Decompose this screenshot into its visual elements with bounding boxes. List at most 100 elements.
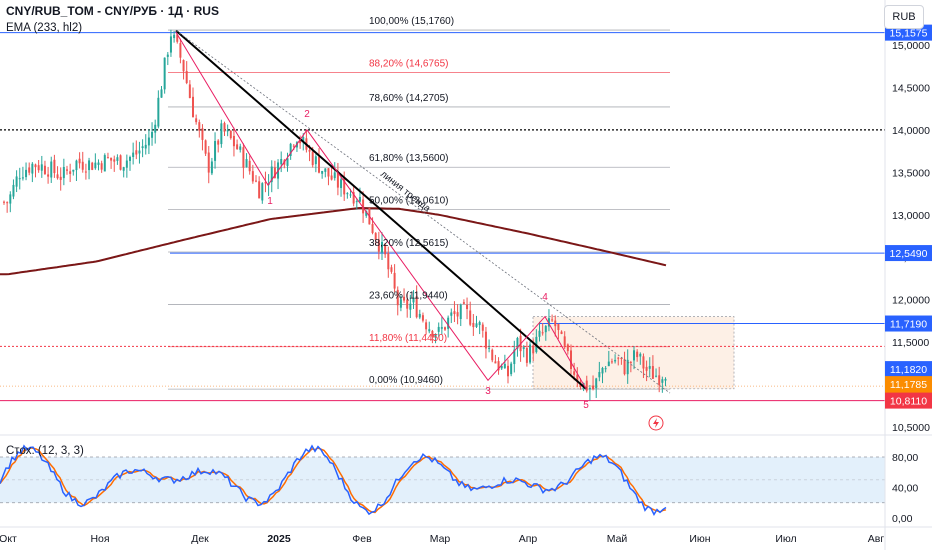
candle-body [318,156,320,173]
candle-body [245,159,248,168]
currency-button[interactable]: RUB [884,5,924,29]
candle-body [510,363,513,375]
candle-body [491,349,494,361]
ema-indicator-label[interactable]: EMA (233, hl2) [6,22,83,34]
fib-level-label: 78,60% (14,2705) [369,93,449,104]
candle-body [53,159,56,174]
candle-body [78,158,81,164]
fib-level-label: 0,00% (10,9460) [369,375,443,386]
candle-body [160,89,163,98]
candle-body [462,302,465,304]
price-tag-bg [885,361,932,378]
candle-body [573,371,576,375]
candle-body [223,123,226,132]
candle-body [570,350,572,370]
candle-body [450,312,453,316]
candle-body [488,347,491,349]
fib-level-label: 50,00% (13,0610) [369,196,449,207]
stochastic-indicator-label[interactable]: Стох. (12, 3, 3) [6,445,84,457]
candle-body [327,168,330,177]
candle-body [116,157,119,161]
candle-body [425,322,428,330]
candle-body [195,118,198,123]
candle-body [399,299,402,308]
candle-body [37,165,40,171]
candle-body [346,193,349,195]
price-tick-label: 15,0000 [892,40,930,52]
candle-body [229,130,232,139]
candle-body [355,201,358,203]
candle-body [387,252,390,270]
candle-body [103,155,106,172]
candle-body [289,143,292,156]
candle-body [94,162,97,169]
candle-body [188,84,191,98]
candle-body [648,366,651,369]
candle-body [500,366,503,369]
candle-body [154,124,157,133]
candle-body [525,347,528,363]
candle-body [43,165,46,174]
candle-body [421,315,424,321]
candle-body [220,123,223,145]
candle-body [88,160,91,171]
candle-body [377,239,380,252]
stochastic-tick-label: 40,00 [892,483,918,495]
candles [3,29,667,401]
price-tag-label: 10,8110 [890,396,927,408]
candle-body [9,194,12,204]
candle-body [494,361,497,364]
stochastic-band [0,457,885,503]
candle-body [72,169,75,172]
candle-body [226,130,229,132]
candle-body [384,244,387,255]
candle-body [141,146,144,149]
candle-body [516,337,519,349]
candle-body [453,311,456,315]
candle-body [110,157,113,161]
candle-body [204,140,207,154]
price-tag-label: 12,5490 [890,248,928,260]
candle-body [169,36,172,53]
candle-body [340,179,343,189]
candle-body [47,174,50,177]
price-tag-label: 11,7190 [890,319,927,331]
candle-body [472,322,475,328]
candle-body [362,199,365,214]
candle-body [623,359,626,375]
candle-body [645,366,648,371]
price-tick-label: 13,0000 [892,210,930,222]
candle-body [59,176,62,180]
candle-body [633,350,635,361]
candle-body [75,160,78,171]
candle-body [232,135,235,147]
candle-body [554,320,557,327]
candle-body [157,97,160,127]
price-tag-bg [885,245,932,262]
candle-body [541,332,544,334]
candle-body [125,160,128,168]
candle-body [538,330,541,337]
fib-level-label: 23,60% (11,9440) [369,290,448,301]
candle-body [636,351,639,358]
time-tick-label: Май [607,533,628,545]
candle-body [198,122,201,131]
candle-body [66,169,68,171]
candle-body [308,150,311,152]
candle-body [185,71,188,83]
candle-body [532,345,535,354]
wave-label-2: 2 [304,109,310,120]
candle-body [18,178,21,180]
flash-icon-bolt [653,418,659,428]
candle-body [456,312,459,317]
candle-body [469,310,472,325]
candle-body [207,152,210,173]
candle-body [352,192,355,204]
candle-body [396,289,399,306]
candle-body [529,344,532,363]
candle-body [406,299,409,309]
candle-body [576,374,579,382]
candle-body [409,303,412,310]
candle-body [166,54,169,57]
candle-body [261,183,264,201]
